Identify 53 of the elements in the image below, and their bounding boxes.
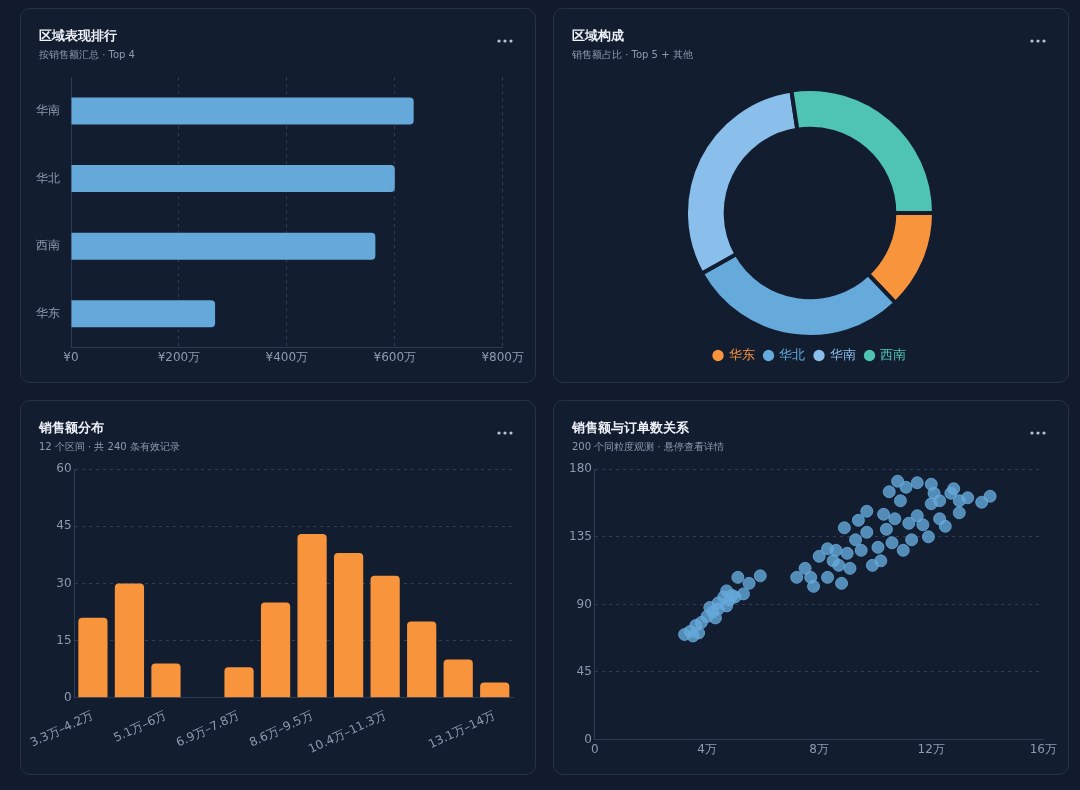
bar	[114, 583, 145, 698]
x-tick-label: ¥200万	[157, 349, 201, 364]
chart-subtitle: 12 个区间 · 共 240 条有效记录	[39, 440, 180, 454]
chart-subtitle: 销售额占比 · Top 5 + 其他	[572, 48, 693, 62]
legend-label: 华东	[728, 346, 755, 362]
bar	[224, 667, 254, 698]
bar	[480, 682, 510, 698]
bar	[78, 617, 108, 698]
y-tick-label: 60	[56, 461, 72, 476]
y-tick-label: 华北	[36, 170, 60, 185]
x-tick-label: ¥600万	[373, 349, 417, 364]
bar	[370, 575, 400, 698]
x-tick-label: 3.3万–4.2万	[27, 708, 96, 750]
chart-subtitle: 按销售额汇总 · Top 4	[39, 48, 135, 62]
x-tick-label: 16万	[1029, 741, 1058, 756]
y-tick-label: 华南	[36, 103, 60, 118]
y-tick-label: 45	[56, 518, 72, 533]
chart-title: 销售额与订单数关系	[572, 419, 689, 437]
chart-title: 销售额分布	[39, 419, 104, 437]
bar	[334, 552, 364, 698]
x-tick-label: 6.9万–7.8万	[173, 708, 242, 750]
chart-title: 区域表现排行	[39, 27, 117, 45]
bar	[407, 621, 437, 698]
y-tick-label: 90	[576, 596, 592, 611]
x-tick-label: 8万	[809, 741, 829, 756]
x-tick-label: 12万	[917, 741, 945, 756]
bar	[443, 659, 473, 698]
x-tick-label: 13.1万–14万	[426, 708, 498, 752]
legend-label: 西南	[880, 346, 906, 362]
y-tick-label: 0	[64, 689, 72, 704]
y-tick-label: 15	[56, 632, 72, 647]
x-tick-label: ¥800万	[481, 349, 524, 364]
bar	[260, 602, 291, 698]
bar	[71, 165, 395, 193]
legend-label: 华北	[779, 346, 805, 362]
x-tick-label: 5.1万–6万	[111, 708, 169, 745]
y-tick-label: 30	[56, 575, 72, 590]
y-tick-label: 45	[576, 664, 592, 679]
x-tick-label: ¥400万	[265, 349, 309, 364]
legend-label: 华南	[829, 346, 856, 362]
bar	[71, 300, 216, 328]
chart-subtitle: 200 个同粒度观测 · 悬停查看详情	[572, 440, 724, 454]
y-tick-label: 华东	[36, 305, 60, 320]
bar	[297, 533, 327, 698]
y-tick-label: 180	[569, 461, 592, 476]
bar	[71, 97, 414, 125]
x-tick-label: ¥0	[63, 349, 79, 364]
x-tick-label: 4万	[697, 741, 717, 756]
bar	[151, 663, 181, 698]
bar	[71, 232, 376, 260]
y-tick-label: 西南	[36, 238, 60, 253]
chart-title: 区域构成	[572, 27, 624, 45]
y-tick-label: 135	[569, 528, 592, 543]
